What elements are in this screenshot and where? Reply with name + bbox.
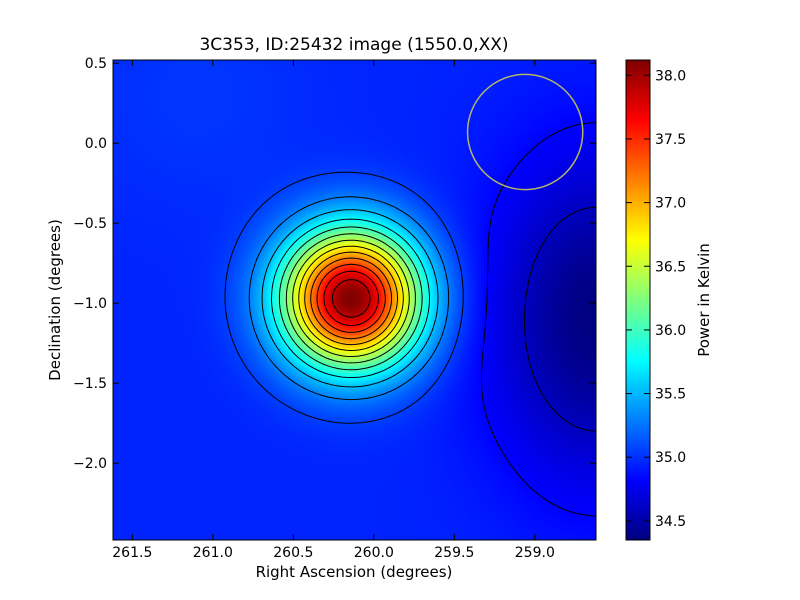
y-tick-label: −2.0 [73, 456, 107, 472]
colorbar-tick-label: 35.0 [655, 450, 686, 466]
x-tick-label: 260.0 [354, 545, 394, 561]
y-tick-label: 0.5 [85, 56, 107, 72]
contour-line [292, 239, 410, 357]
y-tick-label: −1.5 [73, 376, 107, 392]
contour-line [298, 245, 404, 351]
contour-lines [224, 122, 596, 517]
contour-line [248, 196, 450, 401]
colorbar-label: Power in Kelvin [695, 243, 713, 357]
heatmap-image [113, 60, 596, 540]
contour-line [261, 209, 439, 388]
chart-title: 3C353, ID:25432 image (1550.0,XX) [199, 35, 508, 55]
x-tick-label: 259.0 [515, 545, 555, 561]
y-axis-label: Declination (degrees) [46, 219, 64, 381]
x-tick-label: 261.5 [112, 545, 152, 561]
colorbar-tick-label: 37.0 [655, 196, 686, 212]
colorbar-fill [625, 59, 651, 541]
plot-area [113, 60, 596, 540]
contour-line [332, 279, 371, 318]
x-tick-label: 261.0 [193, 545, 233, 561]
x-axis-ticks: 261.5 261.0 260.5 260.0 259.5 259.0 [112, 60, 555, 561]
plot-frame [112, 59, 597, 541]
colorbar-ticks: 34.5 35.0 35.5 36.0 36.5 37.0 37.5 38.0 [626, 68, 686, 530]
colorbar: 34.5 35.0 35.5 36.0 36.5 37.0 37.5 38.0 Power i… [625, 59, 713, 541]
colorbar-tick-label: 36.5 [655, 259, 686, 275]
contour-line [285, 233, 416, 364]
beam-circle [466, 73, 584, 191]
contour-line [310, 257, 392, 340]
colorbar-tick-label: 37.5 [655, 132, 686, 148]
y-tick-label: −1.0 [73, 296, 107, 312]
y-axis-ticks: 0.5 0.0 −0.5 −1.0 −1.5 −2.0 [73, 56, 596, 472]
contour-line [316, 263, 386, 333]
x-tick-label: 259.5 [434, 545, 474, 561]
x-tick-label: 260.5 [273, 545, 313, 561]
colorbar-tick-label: 35.5 [655, 387, 686, 403]
contour-line [304, 251, 398, 346]
contour-line [323, 270, 379, 326]
contour-line [271, 218, 430, 378]
colorbar-tick-label: 36.0 [655, 323, 686, 339]
colorbar-tick-label: 34.5 [655, 514, 686, 530]
colorbar-tick-label: 38.0 [655, 68, 686, 84]
contour-line [524, 206, 596, 432]
contour-line [278, 226, 423, 371]
x-axis-label: Right Ascension (degrees) [256, 563, 453, 581]
y-tick-label: −0.5 [73, 216, 107, 232]
contour-line [224, 171, 464, 424]
y-tick-label: 0.0 [85, 136, 107, 152]
